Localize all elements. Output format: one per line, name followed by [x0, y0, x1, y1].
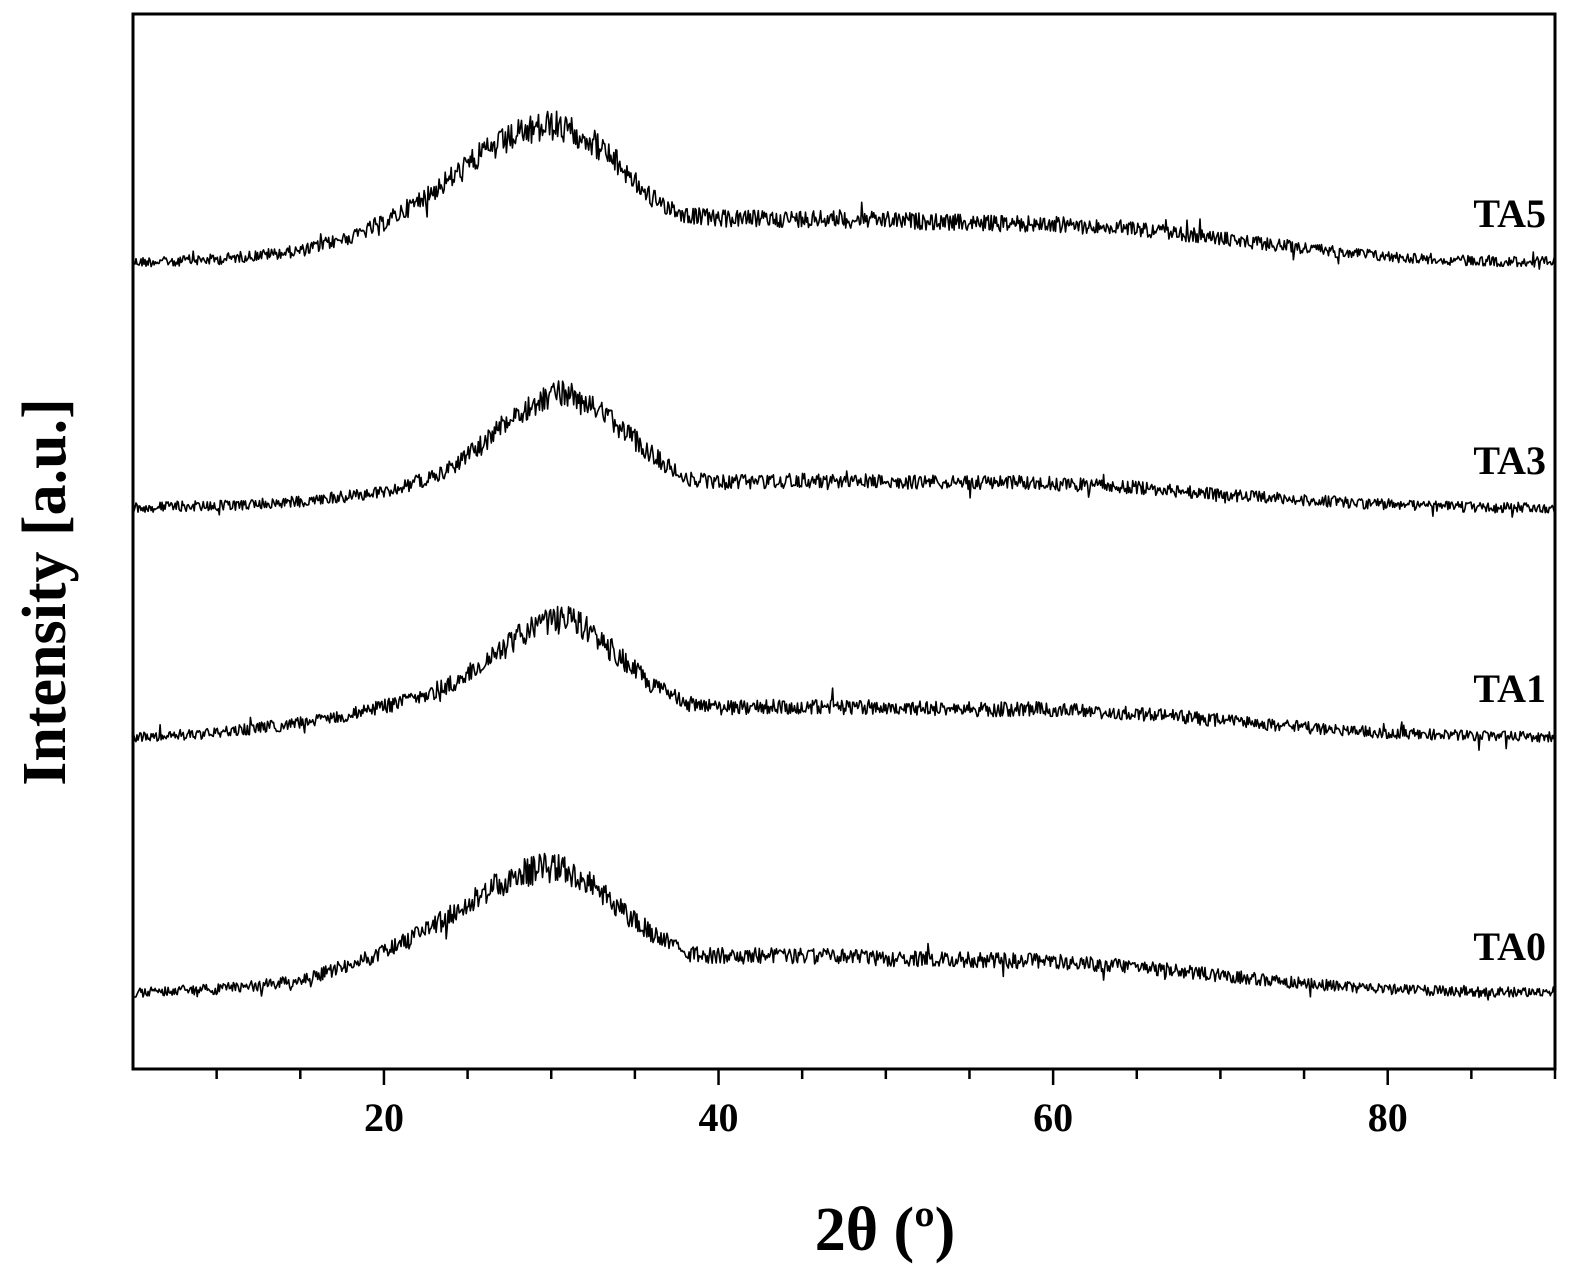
series-line-ta1: [132, 605, 1556, 751]
x-tick-label: 40: [699, 1095, 739, 1140]
series-label-ta5: TA5: [1473, 191, 1546, 236]
x-tick-label: 60: [1033, 1095, 1073, 1140]
series-group: [132, 110, 1556, 1001]
x-tick-label: 80: [1368, 1095, 1408, 1140]
series-line-ta3: [132, 380, 1556, 518]
x-axis-tick-labels: 20 40 60 80: [364, 1095, 1408, 1140]
series-labels: TA5 TA3 TA1 TA0: [1473, 191, 1546, 969]
series-label-ta0: TA0: [1473, 924, 1546, 969]
series-line-ta0: [132, 852, 1556, 1001]
x-axis-title: 2θ (º): [815, 1196, 956, 1264]
y-axis-title: Intensity [a.u.]: [11, 398, 79, 786]
x-axis-ticks: [215, 1069, 1557, 1085]
plot-frame: [131, 12, 1557, 1071]
series-label-ta3: TA3: [1473, 438, 1546, 483]
series-label-ta1: TA1: [1473, 666, 1546, 711]
x-tick-label: 20: [364, 1095, 404, 1140]
series-line-ta5: [132, 110, 1556, 270]
